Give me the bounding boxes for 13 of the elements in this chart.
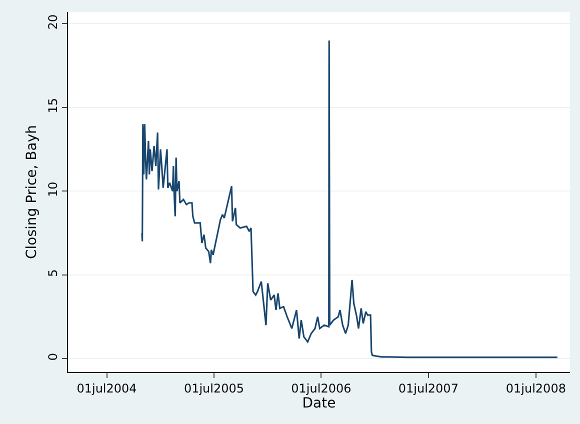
x-tick-label: 01jul2007 [398, 381, 458, 396]
y-tick-label: 5 [46, 269, 60, 277]
x-tick-label: 01jul2004 [76, 381, 137, 396]
x-axis-title: Date [302, 395, 336, 412]
y-tick-label: 0 [46, 352, 60, 361]
y-tick-label: 15 [46, 98, 60, 114]
x-tick-label: 01jul2005 [184, 381, 244, 396]
x-tick-label: 01jul2008 [506, 381, 566, 396]
line-series [141, 40, 558, 358]
y-tick-label: 10 [46, 182, 60, 197]
y-axis-title: Closing Price, Bayh [24, 124, 40, 260]
x-tick-label: 01jul2006 [291, 381, 352, 396]
y-tick-label: 20 [46, 14, 60, 30]
